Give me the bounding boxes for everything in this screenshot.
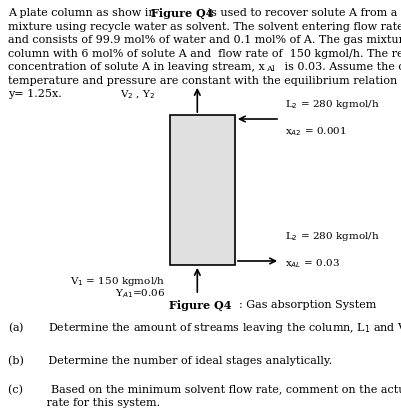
Text: concentration of solute A in leaving stream, x: concentration of solute A in leaving str… bbox=[8, 62, 265, 72]
Text: (c)        Based on the minimum solvent flow rate, comment on the actual solvent: (c) Based on the minimum solvent flow ra… bbox=[8, 385, 401, 395]
Text: is 0.03. Assume the operating: is 0.03. Assume the operating bbox=[281, 62, 401, 72]
Text: L$_2$ = 280 kgmol/h: L$_2$ = 280 kgmol/h bbox=[285, 230, 380, 243]
Text: is used to recover solute A from a dilute gas: is used to recover solute A from a dilut… bbox=[204, 8, 401, 18]
Text: Y$_{A1}$=0.06: Y$_{A1}$=0.06 bbox=[115, 287, 165, 300]
Text: (b)       Determine the number of ideal stages analytically.: (b) Determine the number of ideal stages… bbox=[8, 355, 332, 366]
Text: x$_{AL}$ = 0.03: x$_{AL}$ = 0.03 bbox=[285, 257, 340, 270]
Text: and consists of 99.9 mol% of water and 0.1 mol% of A. The gas mixture enter the: and consists of 99.9 mol% of water and 0… bbox=[8, 35, 401, 45]
Text: rate for this system.: rate for this system. bbox=[8, 399, 160, 409]
Text: (a)       Determine the amount of streams leaving the column, L$_1$ and V$_2$.: (a) Determine the amount of streams leav… bbox=[8, 320, 401, 335]
Bar bbox=[170, 115, 235, 265]
Text: : Gas absorption System: : Gas absorption System bbox=[239, 300, 377, 310]
Text: x$_{A2}$ = 0.001: x$_{A2}$ = 0.001 bbox=[285, 125, 346, 138]
Text: L$_2$ = 280 kgmol/h: L$_2$ = 280 kgmol/h bbox=[285, 98, 380, 111]
Text: column with 6 mol% of solute A and  flow rate of  150 kgmol/h. The required: column with 6 mol% of solute A and flow … bbox=[8, 48, 401, 58]
Text: V$_2$ , Y$_2$: V$_2$ , Y$_2$ bbox=[119, 89, 155, 101]
Text: A plate column as show in: A plate column as show in bbox=[8, 8, 159, 18]
Text: temperature and pressure are constant with the equilibrium relation for this sys: temperature and pressure are constant wi… bbox=[8, 75, 401, 85]
Text: Figure Q4: Figure Q4 bbox=[169, 300, 231, 311]
Text: Figure Q4: Figure Q4 bbox=[151, 8, 213, 19]
Text: Al: Al bbox=[266, 65, 275, 73]
Text: y= 1.25x.: y= 1.25x. bbox=[8, 89, 62, 99]
Text: mixture using recycle water as solvent. The solvent entering flow rate is 280 kg: mixture using recycle water as solvent. … bbox=[8, 22, 401, 32]
Text: V$_1$ = 150 kgmol/h: V$_1$ = 150 kgmol/h bbox=[70, 275, 165, 288]
